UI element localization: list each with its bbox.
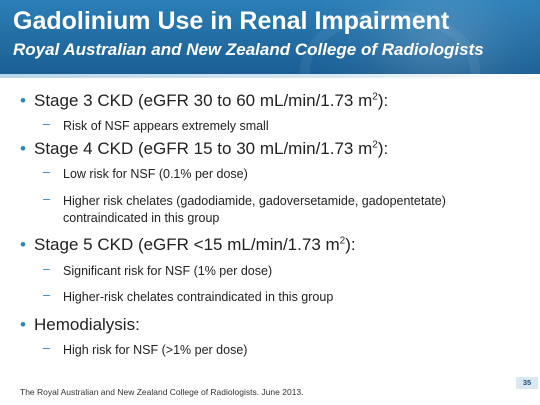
bullet-text: Stage 3 CKD (eGFR 30 to 60 mL/min/1.73 m…: [34, 91, 389, 110]
sub-item-text: contraindicated in this group: [63, 211, 220, 225]
sub-item-text: Risk of NSF appears extremely small: [63, 119, 269, 133]
bullet-icon: •: [20, 315, 26, 334]
sub-item-text: Low risk for NSF (0.1% per dose): [63, 167, 248, 181]
dash-icon: –: [43, 341, 50, 355]
bullet-icon: •: [20, 235, 26, 254]
sub-item-text: High risk for NSF (>1% per dose): [63, 343, 248, 357]
dash-icon: –: [43, 288, 50, 302]
header-divider: [0, 74, 540, 78]
sub-item-text: Higher risk chelates (gadodiamide, gadov…: [63, 194, 446, 208]
bullet-text: Hemodialysis:: [34, 315, 140, 334]
sub-item-text: Higher-risk chelates contraindicated in …: [63, 290, 334, 304]
dash-icon: –: [43, 165, 50, 179]
dash-icon: –: [43, 117, 50, 131]
dash-icon: –: [43, 262, 50, 276]
sub-item-text: Significant risk for NSF (1% per dose): [63, 264, 273, 278]
slide-header: Gadolinium Use in Renal Impairment Royal…: [0, 0, 540, 74]
page-number: 35: [516, 377, 538, 389]
bullet-text: Stage 4 CKD (eGFR 15 to 30 mL/min/1.73 m…: [34, 139, 389, 158]
dash-icon: –: [43, 192, 50, 206]
bullet-icon: •: [20, 139, 26, 158]
slide-footer-citation: The Royal Australian and New Zealand Col…: [20, 387, 304, 397]
slide-title: Gadolinium Use in Renal Impairment: [13, 7, 450, 35]
bullet-text: Stage 5 CKD (eGFR <15 mL/min/1.73 m2):: [34, 235, 356, 254]
slide-subtitle: Royal Australian and New Zealand College…: [13, 40, 484, 59]
bullet-icon: •: [20, 91, 26, 110]
